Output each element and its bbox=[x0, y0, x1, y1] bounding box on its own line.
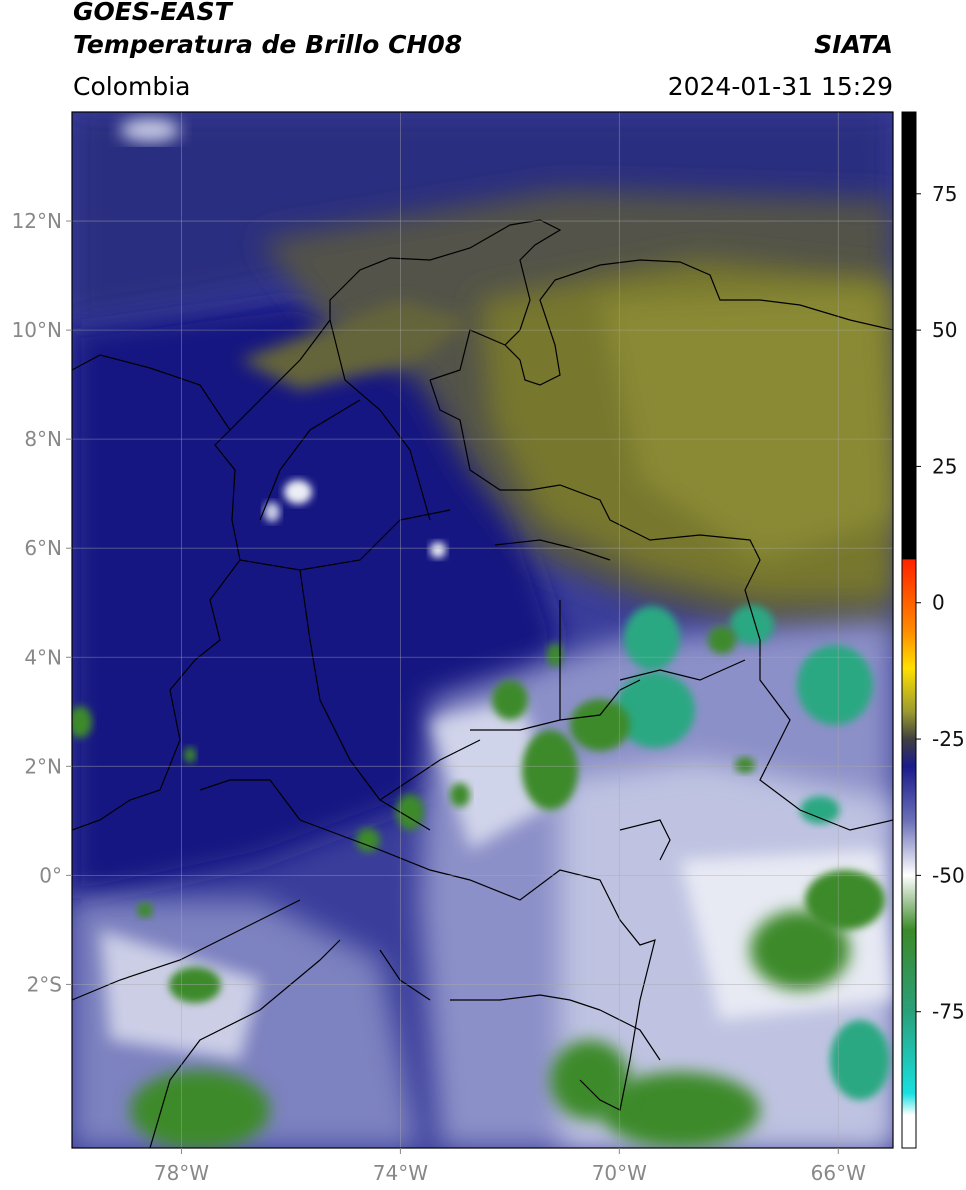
longitude-tick-labels: 78°W 74°W 70°W 66°W bbox=[154, 1148, 866, 1185]
lon-tick-label: 70°W bbox=[592, 1161, 647, 1185]
temperature-colorbar: 75 50 25 0 -25 -50 -75 bbox=[901, 111, 965, 1149]
lat-tick-label: 8°N bbox=[24, 427, 62, 451]
latitude-tick-labels: 12°N 10°N 8°N 6°N 4°N 2°N 0° 2°S bbox=[12, 209, 72, 996]
lon-tick-label: 74°W bbox=[373, 1161, 428, 1185]
map-gridlines bbox=[72, 112, 893, 1148]
convective-cores bbox=[72, 605, 890, 1148]
source-label: SIATA bbox=[814, 30, 893, 59]
satellite-imagery bbox=[72, 112, 893, 1148]
lat-tick-label: 0° bbox=[39, 863, 62, 887]
satellite-title: GOES-EAST bbox=[73, 0, 232, 26]
datetime-label: 2024-01-31 15:29 bbox=[667, 72, 893, 101]
colorbar-tick-label: 25 bbox=[932, 454, 957, 478]
lon-tick-label: 66°W bbox=[811, 1161, 866, 1185]
map-frame bbox=[71, 111, 894, 1149]
lat-tick-label: 6°N bbox=[24, 536, 62, 560]
lat-tick-label: 10°N bbox=[12, 318, 62, 342]
country-borders bbox=[72, 219, 893, 1148]
product-title: Temperatura de Brillo CH08 bbox=[73, 30, 463, 59]
lon-tick-label: 78°W bbox=[154, 1161, 209, 1185]
colorbar-tick-label: 75 bbox=[932, 182, 957, 206]
colorbar-tick-label: -50 bbox=[932, 863, 965, 887]
lat-tick-label: 4°N bbox=[24, 645, 62, 669]
lat-tick-label: 12°N bbox=[12, 209, 62, 233]
colorbar-tick-label: -25 bbox=[932, 727, 965, 751]
lat-tick-label: 2°N bbox=[24, 754, 62, 778]
colorbar-tick-label: 50 bbox=[932, 318, 957, 342]
region-label: Colombia bbox=[73, 72, 191, 101]
colorbar-tick-label: 0 bbox=[932, 591, 945, 615]
lat-tick-label: 2°S bbox=[27, 972, 62, 996]
colorbar-tick-label: -75 bbox=[932, 1000, 965, 1024]
